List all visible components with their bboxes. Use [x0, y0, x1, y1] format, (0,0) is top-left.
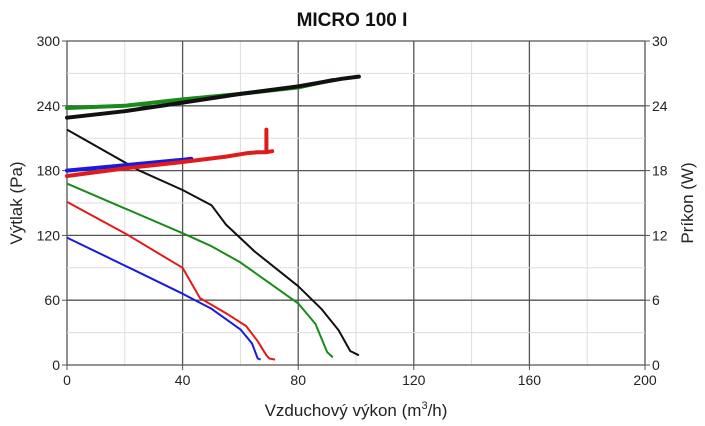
x-tick-label: 80	[290, 372, 306, 388]
y2-tick-label: 6	[652, 292, 660, 308]
y-axis-label: Výtlak (Pa)	[7, 161, 26, 244]
y-tick-label: 180	[37, 163, 61, 179]
y-tick-label: 120	[37, 227, 61, 243]
y2-axis-ticks: 0 6 12 18 24 30	[645, 33, 668, 373]
y-tick-label: 0	[52, 357, 60, 373]
y2-tick-label: 0	[652, 357, 660, 373]
y-tick-label: 300	[37, 33, 61, 49]
y2-axis-label: Príkon (W)	[678, 162, 697, 243]
power-green-line	[65, 77, 335, 110]
pressure-green-line	[66, 182, 334, 359]
y2-tick-label: 12	[652, 227, 668, 243]
x-axis-label-sup: 3	[421, 400, 427, 412]
y-tick-label: 60	[44, 292, 60, 308]
pressure-blue-line	[66, 236, 261, 361]
x-tick-label: 160	[518, 372, 542, 388]
power-black-line	[65, 74, 361, 120]
x-tick-label: 120	[402, 372, 426, 388]
x-axis-label: Vzduchový výkon (m3/h)	[265, 400, 448, 420]
x-tick-label: 0	[63, 372, 71, 388]
pressure-red-line	[66, 201, 276, 361]
grid	[66, 40, 646, 366]
series-group	[65, 74, 361, 361]
power-blue-line	[65, 156, 194, 173]
y-axis-ticks: 0 60 120 180 240 300	[37, 33, 67, 373]
chart-title: MICRO 100 I	[297, 10, 408, 31]
x-tick-label: 40	[175, 372, 191, 388]
x-axis-label-suffix: /h)	[428, 401, 448, 420]
x-axis-label-main: Vzduchový výkon (m	[265, 401, 422, 420]
pressure-black-line	[66, 128, 360, 357]
power-red-line	[65, 127, 275, 178]
x-tick-label: 200	[633, 372, 657, 388]
y2-tick-label: 30	[652, 33, 668, 49]
y2-tick-label: 24	[652, 98, 668, 114]
x-axis-ticks: 0 40 80 120 160 200	[63, 365, 657, 388]
y-tick-label: 240	[37, 98, 61, 114]
y2-tick-label: 18	[652, 163, 668, 179]
